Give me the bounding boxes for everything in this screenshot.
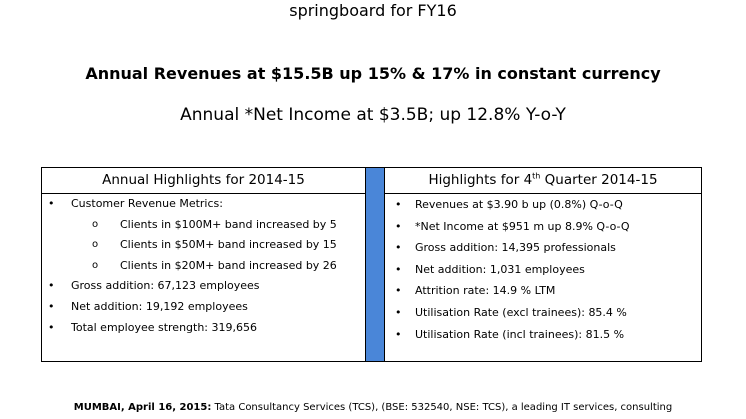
list-item: • Utilisation Rate (incl trainees): 81.5 … bbox=[385, 324, 701, 346]
bullet-icon: • bbox=[395, 198, 402, 211]
list-item-text: Utilisation Rate (excl trainees): 85.4 % bbox=[415, 305, 627, 319]
title-suffix: Quarter 2014-15 bbox=[540, 172, 658, 188]
list-item-text: Clients in $50M+ band increased by 15 bbox=[120, 238, 337, 252]
list-item-text: Gross addition: 14,395 professionals bbox=[415, 241, 616, 255]
annual-highlights-list: • Customer Revenue Metrics: o Clients in $… bbox=[42, 194, 365, 338]
panel-divider-bar bbox=[366, 167, 384, 362]
list-item: • Revenues at $3.90 b up (0.8%) Q-o-Q bbox=[385, 194, 701, 216]
sub-bullet-icon: o bbox=[92, 259, 99, 271]
cut-off-next-line: ​ bbox=[60, 415, 680, 419]
quarter-highlights-panel: Highlights for 4th Quarter 2014-15 • Reve… bbox=[384, 167, 702, 362]
bullet-icon: • bbox=[395, 327, 402, 341]
bullet-icon: • bbox=[395, 284, 402, 298]
list-item: • *Net Income at $951 m up 8.9% Q-o-Q bbox=[385, 216, 701, 238]
list-item-text: *Net Income at $951 m up 8.9% Q-o-Q bbox=[415, 219, 630, 233]
subhead: Annual *Net Income at $3.5B; up 12.8% Y-… bbox=[180, 105, 566, 125]
list-item-text: Net addition: 1,031 employees bbox=[415, 262, 585, 276]
annual-highlights-panel: Annual Highlights for 2014-15 • Customer … bbox=[41, 167, 366, 362]
list-item: • Total employee strength: 319,656 bbox=[42, 318, 365, 339]
list-item-text: Net addition: 19,192 employees bbox=[71, 299, 248, 313]
title-prefix: Highlights for 4 bbox=[428, 172, 533, 188]
headline: Annual Revenues at $15.5B up 15% & 17% i… bbox=[85, 64, 661, 83]
annual-highlights-title: Annual Highlights for 2014-15 bbox=[42, 168, 365, 194]
sub-bullet-icon: o bbox=[92, 218, 99, 230]
list-item-text: Total employee strength: 319,656 bbox=[71, 320, 258, 334]
body-paragraph: MUMBAI, April 16, 2015: Tata Consultancy… bbox=[0, 401, 746, 414]
list-item-text: Revenues at $3.90 b up (0.8%) Q-o-Q bbox=[415, 198, 623, 211]
title-superscript: th bbox=[532, 171, 541, 181]
list-item-text: Utilisation Rate (incl trainees): 81.5 % bbox=[415, 327, 625, 341]
list-item: o Clients in $20M+ band increased by 26 bbox=[42, 256, 365, 277]
list-item: • Customer Revenue Metrics: bbox=[42, 194, 365, 215]
list-item-text: Customer Revenue Metrics: bbox=[71, 197, 223, 210]
quarter-highlights-title: Highlights for 4th Quarter 2014-15 bbox=[385, 168, 701, 194]
list-item: • Attrition rate: 14.9 % LTM bbox=[385, 280, 701, 302]
bullet-icon: • bbox=[48, 320, 55, 334]
bullet-icon: • bbox=[48, 299, 55, 313]
list-item: o Clients in $100M+ band increased by 5 bbox=[42, 215, 365, 236]
list-item: • Net addition: 19,192 employees bbox=[42, 297, 365, 318]
dateline: MUMBAI, April 16, 2015: bbox=[73, 402, 212, 413]
list-item: o Clients in $50M+ band increased by 15 bbox=[42, 235, 365, 256]
bullet-icon: • bbox=[48, 197, 55, 210]
list-item-text: Attrition rate: 14.9 % LTM bbox=[415, 284, 556, 298]
bullet-icon: • bbox=[395, 219, 402, 233]
list-item-text: Clients in $100M+ band increased by 5 bbox=[120, 217, 337, 231]
list-item: • Gross addition: 67,123 employees bbox=[42, 276, 365, 297]
list-item: • Gross addition: 14,395 professionals bbox=[385, 237, 701, 259]
bullet-icon: • bbox=[395, 262, 402, 276]
list-item: • Net addition: 1,031 employees bbox=[385, 259, 701, 281]
sub-bullet-icon: o bbox=[92, 239, 99, 251]
list-item: • Utilisation Rate (excl trainees): 85.4 … bbox=[385, 302, 701, 324]
quarter-highlights-list: • Revenues at $3.90 b up (0.8%) Q-o-Q • *N… bbox=[385, 194, 701, 345]
list-item-text: Clients in $20M+ band increased by 26 bbox=[120, 258, 337, 272]
top-line: springboard for FY16 bbox=[289, 1, 457, 20]
paragraph-text: Tata Consultancy Services (TCS), (BSE: 5… bbox=[211, 402, 673, 413]
list-item-text: Gross addition: 67,123 employees bbox=[71, 279, 260, 293]
bullet-icon: • bbox=[48, 279, 55, 293]
bullet-icon: • bbox=[395, 241, 402, 255]
bullet-icon: • bbox=[395, 305, 402, 319]
